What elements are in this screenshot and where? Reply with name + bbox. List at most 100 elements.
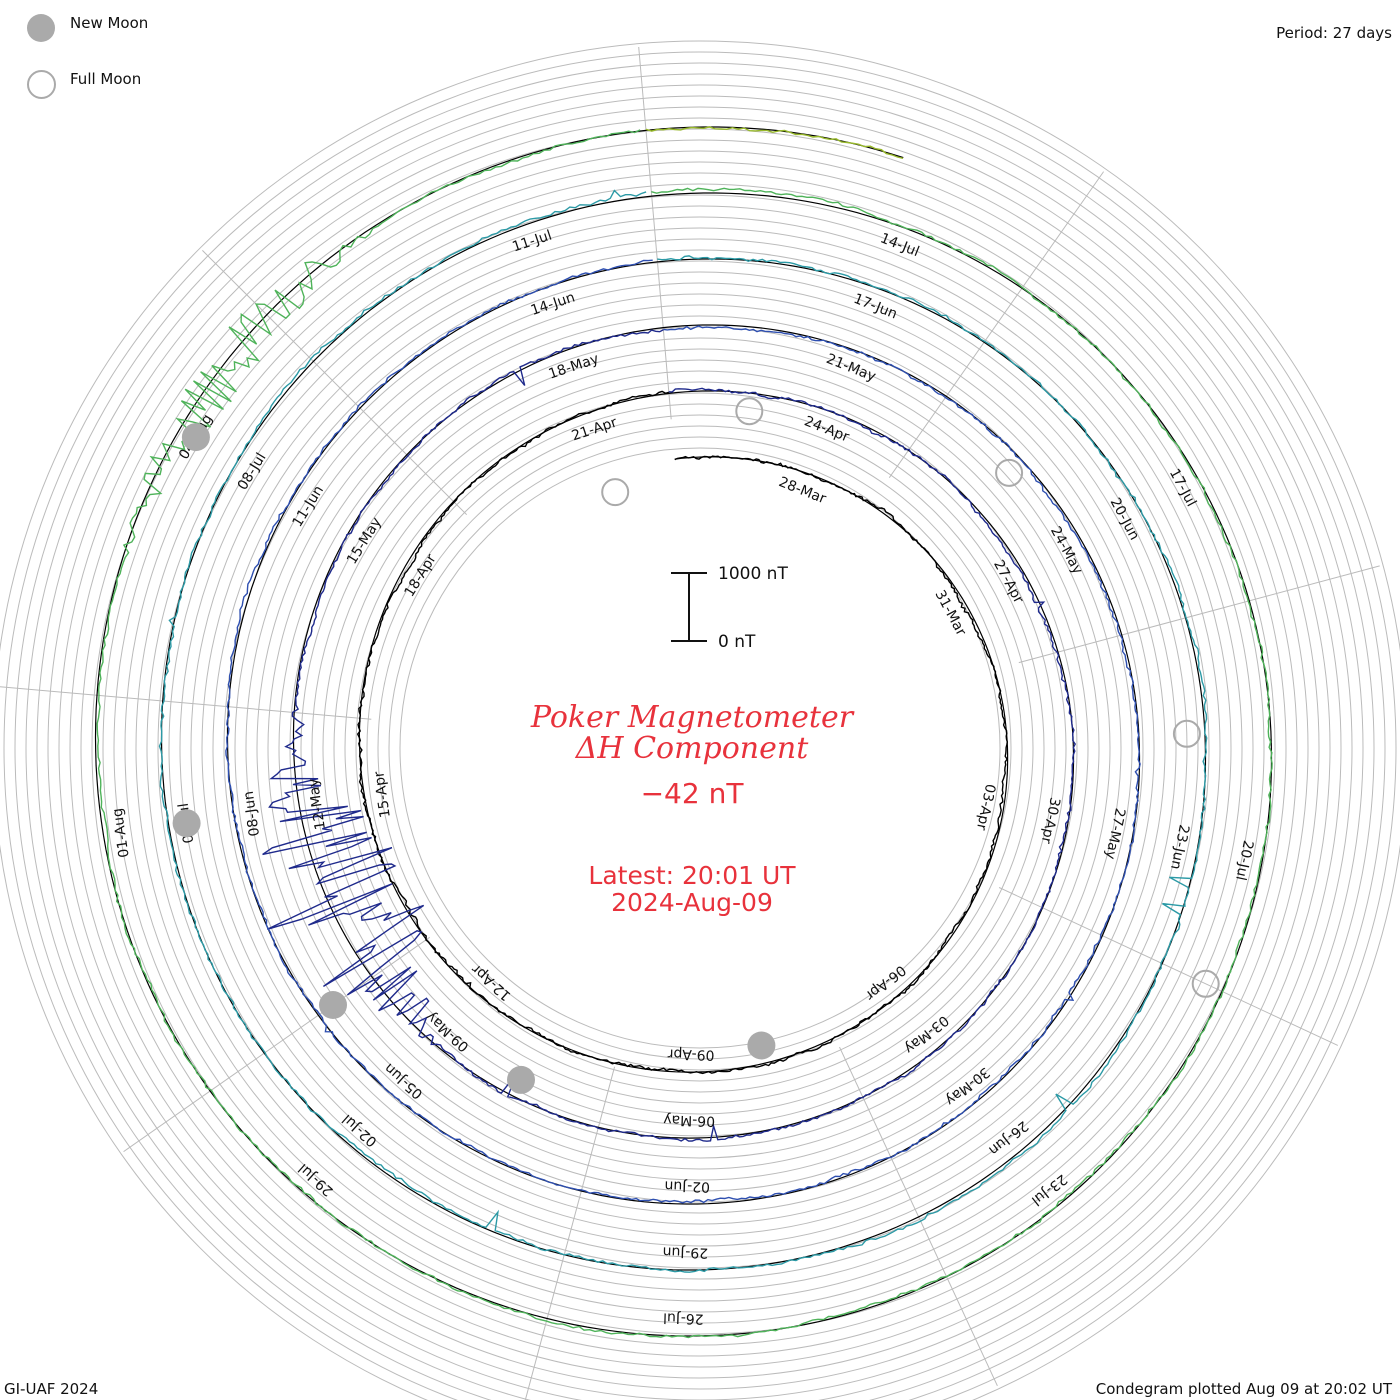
grid-ring [212, 260, 1188, 1236]
full-moon-legend-label: Full Moon [70, 70, 142, 88]
footer-plot-time: Condegram plotted Aug 09 at 20:02 UT [1095, 1380, 1392, 1398]
date-label: 24-May [1047, 524, 1086, 577]
date-label: 09-May [423, 1008, 472, 1054]
chart-title-line2: ΔH Component [575, 731, 809, 766]
spoke-lines [0, 46, 1380, 1400]
grid-ring [102, 150, 1298, 1346]
chart-title-line1: Poker Magnetometer [530, 700, 855, 735]
date-label: 30-Apr [1038, 796, 1063, 845]
grid-ring [80, 128, 1320, 1368]
date-label: 14-Jun [529, 289, 577, 318]
grid-ring [14, 62, 1386, 1400]
latest-date: 2024-Aug-09 [611, 888, 773, 917]
grid-ring [300, 348, 1100, 1148]
trace-turn-6 [645, 126, 904, 159]
date-label: 12-Apr [469, 960, 515, 1003]
grid-ring [399, 447, 1001, 1049]
grid-ring [124, 172, 1276, 1324]
trace-turn-1 [356, 390, 1009, 1075]
grid-ring [344, 392, 1056, 1104]
new-moon-marker [747, 1031, 776, 1060]
grid-ring [377, 425, 1023, 1071]
grid-ring [245, 293, 1155, 1203]
spoke-line [998, 887, 1339, 1046]
new-moon-legend-icon [27, 14, 55, 42]
date-label: 31-Mar [931, 588, 969, 639]
date-label: 09-Apr [667, 1045, 714, 1062]
date-label: 26-Jul [663, 1309, 704, 1326]
full-moon-marker [601, 478, 630, 507]
grid-ring [168, 216, 1232, 1280]
magnetometer-trace [96, 126, 1273, 1339]
date-label: 24-Apr [802, 413, 852, 445]
moon-markers [172, 397, 1220, 1094]
grid-ring [234, 282, 1166, 1214]
date-label: 29-Jun [662, 1243, 708, 1260]
full-moon-marker [1172, 719, 1201, 748]
spoke-line [0, 686, 372, 720]
grid-ring [47, 95, 1353, 1400]
grid-ring [355, 403, 1045, 1093]
full-moon-marker [1191, 969, 1220, 998]
grid-ring [58, 106, 1342, 1390]
spoke-line [638, 46, 672, 420]
date-label: 02-Jun [664, 1177, 710, 1194]
grid-ring [256, 304, 1144, 1192]
trace-turn-5 [96, 129, 1273, 1339]
latest-time: Latest: 20:01 UT [588, 861, 796, 890]
grid-ring [135, 183, 1265, 1313]
date-label: 27-Apr [990, 557, 1026, 606]
date-label: 20-Jun [1107, 495, 1143, 543]
new-moon-marker [172, 809, 201, 838]
new-moon-marker [507, 1065, 535, 1094]
date-label: 27-May [1102, 807, 1128, 861]
spoke-line [202, 250, 468, 516]
date-label: 06-May [663, 1111, 715, 1129]
trace-turn-4 [158, 189, 1208, 1273]
new-moon-legend-label: New Moon [70, 14, 149, 32]
trace-turn-2 [262, 329, 1077, 1142]
footer-credit: GI-UAF 2024 [4, 1380, 99, 1398]
full-moon-legend-icon [27, 70, 56, 99]
date-label: 18-Apr [401, 551, 439, 599]
grid-rings [0, 40, 1400, 1400]
scale-top-label: 1000 nT [718, 564, 788, 584]
full-moon-marker [995, 458, 1024, 487]
grid-ring [146, 194, 1254, 1302]
scale-bottom-label: 0 nT [718, 632, 756, 652]
date-label: 15-Apr [371, 770, 394, 819]
baseline-spiral [94, 126, 1273, 1337]
baseline-spiral-path [94, 126, 1273, 1337]
full-moon-marker [735, 397, 764, 426]
grid-ring [25, 73, 1375, 1400]
scale-bar: 1000 nT 0 nT [671, 564, 788, 652]
grid-ring [157, 205, 1243, 1291]
grid-ring [366, 414, 1034, 1082]
grid-ring [69, 117, 1331, 1379]
trace-turn-3 [225, 259, 1141, 1204]
grid-ring [113, 161, 1287, 1335]
period-label: Period: 27 days [1276, 24, 1392, 42]
spoke-line [1018, 565, 1380, 664]
date-label: 03-Apr [973, 782, 998, 831]
grid-ring [333, 381, 1067, 1115]
date-label: 18-May [547, 351, 601, 382]
grid-ring [223, 271, 1177, 1225]
spoke-line [123, 936, 430, 1153]
grid-ring [311, 359, 1089, 1137]
spoke-line [888, 171, 1105, 478]
grid-ring [91, 139, 1309, 1357]
date-label: 12-May [306, 777, 329, 831]
grid-ring [322, 370, 1078, 1126]
grid-ring [267, 315, 1133, 1181]
date-label: 23-Jun [1167, 823, 1192, 871]
new-moon-marker [181, 423, 210, 452]
date-label: 01-Aug [110, 807, 133, 859]
grid-ring [388, 436, 1012, 1060]
grid-ring [0, 40, 1400, 1400]
grid-ring [190, 238, 1210, 1258]
date-label: 05-Jun [382, 1060, 427, 1102]
grid-ring [179, 227, 1221, 1269]
grid-ring [36, 84, 1364, 1400]
